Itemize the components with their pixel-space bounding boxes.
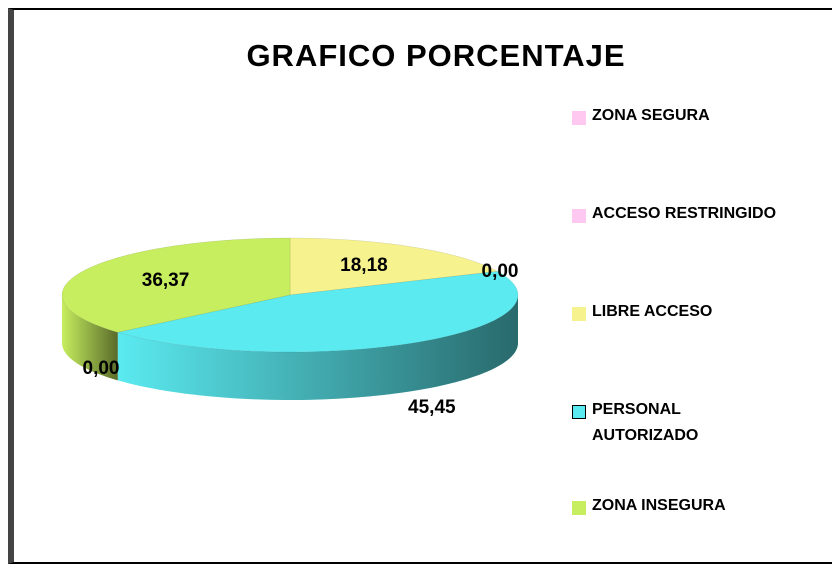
legend-swatch bbox=[572, 501, 586, 515]
chart-title: GRAFICO PORCENTAJE bbox=[246, 38, 625, 73]
slice-sides bbox=[62, 295, 518, 400]
data-label: 0,00 bbox=[83, 358, 120, 379]
slice-side-shade bbox=[117, 295, 518, 400]
data-label: 0,00 bbox=[482, 261, 519, 282]
slice bbox=[61, 237, 291, 333]
legend-item: ACCESO RESTRINGIDO bbox=[572, 205, 784, 227]
data-label: 36,37 bbox=[142, 270, 190, 291]
legend-swatch bbox=[572, 405, 586, 419]
legend-label: ZONA SEGURA bbox=[592, 107, 710, 124]
legend-item: ZONA SEGURA bbox=[572, 107, 784, 129]
legend-swatch bbox=[572, 209, 586, 223]
legend-item: ZONA INSEGURA bbox=[572, 497, 784, 519]
slice bbox=[289, 237, 499, 296]
data-label: 18,18 bbox=[340, 255, 388, 276]
legend-label: LIBRE ACCESO bbox=[592, 303, 713, 320]
slice-side-shade bbox=[62, 295, 118, 381]
slice bbox=[117, 271, 519, 353]
legend-label: ZONA INSEGURA bbox=[592, 497, 726, 514]
legend-swatch bbox=[572, 111, 586, 125]
legend-label: ACCESO RESTRINGIDO bbox=[592, 205, 777, 222]
legend-item: LIBRE ACCESO bbox=[572, 303, 784, 325]
slice-tops bbox=[61, 237, 519, 353]
legend-swatch bbox=[572, 307, 586, 321]
legend-item: PERSONAL AUTORIZADO bbox=[572, 401, 784, 449]
data-label: 45,45 bbox=[408, 397, 456, 418]
legend-label: PERSONAL AUTORIZADO bbox=[592, 401, 699, 444]
